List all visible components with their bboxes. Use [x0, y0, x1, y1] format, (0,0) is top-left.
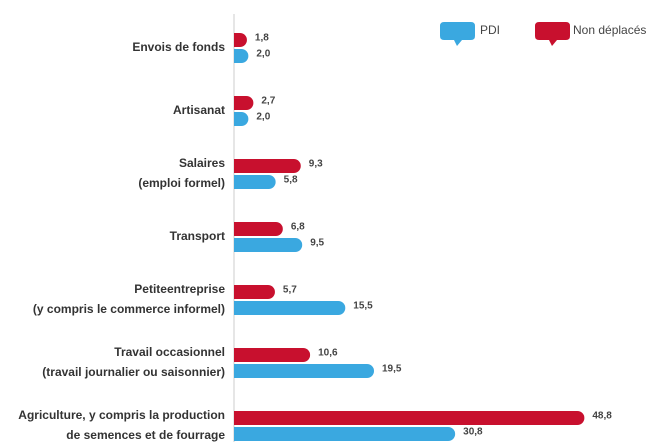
bar — [234, 411, 585, 425]
value-label: 2,7 — [261, 96, 275, 107]
bar — [234, 222, 283, 236]
value-label: 48,8 — [592, 411, 612, 422]
legend-icon — [440, 22, 475, 46]
value-label: 2,0 — [256, 49, 270, 60]
bar — [234, 301, 346, 315]
value-label: 10,6 — [318, 348, 338, 359]
legend-label: PDI — [480, 23, 500, 37]
category-label: Transport — [170, 229, 225, 243]
category-label: Artisanat — [173, 103, 225, 117]
value-label: 9,3 — [309, 159, 323, 170]
category-label: Agriculture, y compris la production de s… — [18, 408, 225, 442]
bar — [234, 238, 303, 252]
bar — [234, 159, 301, 173]
bar — [234, 427, 456, 441]
bar — [234, 364, 375, 378]
value-label: 6,8 — [291, 222, 305, 233]
bar — [234, 348, 311, 362]
bar — [234, 33, 247, 47]
value-label: 5,8 — [284, 175, 298, 186]
bar — [234, 285, 275, 299]
value-label: 30,8 — [463, 427, 483, 438]
legend-label: Non déplacés — [573, 23, 646, 37]
bar — [234, 49, 249, 63]
bar — [234, 96, 254, 110]
value-label: 2,0 — [256, 112, 270, 123]
category-label: Petiteentreprise (y compris le commerce i… — [33, 282, 225, 316]
value-label: 19,5 — [382, 364, 402, 375]
legend-icon — [535, 22, 570, 46]
category-label: Envois de fonds — [132, 40, 225, 54]
value-label: 5,7 — [283, 285, 297, 296]
value-label: 9,5 — [310, 238, 324, 249]
value-label: 15,5 — [353, 301, 373, 312]
category-label: Travail occasionnel (travail journalier o… — [42, 345, 225, 379]
bar — [234, 175, 276, 189]
bar — [234, 112, 249, 126]
value-label: 1,8 — [255, 33, 269, 44]
category-label: Salaires (emploi formel) — [138, 156, 225, 190]
